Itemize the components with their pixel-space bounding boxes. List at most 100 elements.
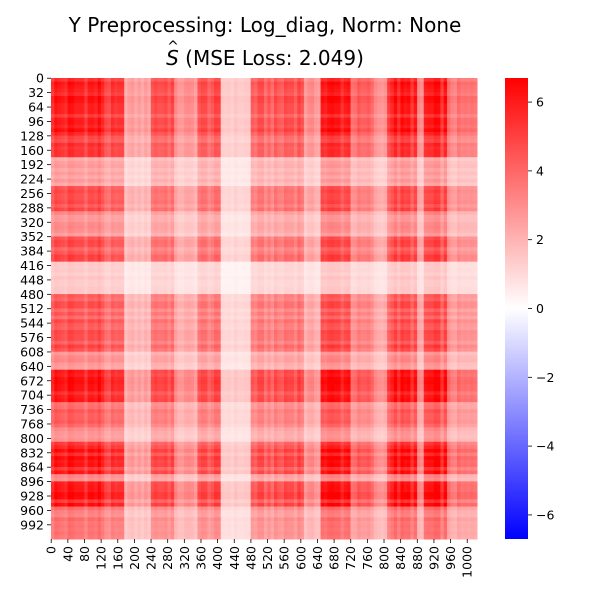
heatmap-cell xyxy=(340,204,345,209)
heatmap-cell xyxy=(234,160,238,165)
heatmap-cell xyxy=(137,85,142,90)
heatmap-cell xyxy=(214,117,218,122)
heatmap-cell xyxy=(403,157,408,162)
heatmap-cell xyxy=(214,200,218,205)
heatmap-cell xyxy=(330,88,335,93)
heatmap-cell xyxy=(64,189,69,194)
heatmap-cell xyxy=(94,103,99,108)
heatmap-cell xyxy=(303,110,308,115)
heatmap-cell xyxy=(57,204,62,209)
heatmap-cell xyxy=(177,110,182,115)
heatmap-cell xyxy=(84,214,89,219)
heatmap-cell xyxy=(97,139,102,144)
heatmap-cell xyxy=(234,103,238,108)
heatmap-cell xyxy=(407,178,411,183)
heatmap-cell xyxy=(417,110,421,115)
heatmap-cell xyxy=(74,96,79,101)
heatmap-cell xyxy=(257,200,262,205)
heatmap-cell xyxy=(420,99,425,104)
chart-title: Y Preprocessing: Log_diag, Norm: None xyxy=(68,13,462,37)
heatmap-cell xyxy=(327,157,332,162)
heatmap-cell xyxy=(327,146,332,151)
heatmap-cell xyxy=(194,175,198,180)
heatmap-cell xyxy=(177,178,182,183)
heatmap-cell xyxy=(343,139,348,144)
heatmap-cell xyxy=(174,103,178,108)
heatmap-cell xyxy=(407,124,411,129)
heatmap-cell xyxy=(293,106,298,111)
heatmap-cell xyxy=(360,128,365,133)
heatmap-cell xyxy=(60,164,65,169)
heatmap-cell xyxy=(190,88,195,93)
heatmap-cell xyxy=(117,135,122,140)
heatmap-cell xyxy=(237,78,242,83)
heatmap-cell xyxy=(177,193,182,198)
heatmap-cell xyxy=(390,146,395,151)
heatmap-cell xyxy=(377,78,381,83)
heatmap-cell xyxy=(210,96,215,101)
heatmap-cell xyxy=(440,139,445,144)
heatmap-cell xyxy=(117,175,122,180)
heatmap-cell xyxy=(220,200,225,205)
heatmap-cell xyxy=(460,168,465,173)
heatmap-cell xyxy=(417,168,421,173)
heatmap-cell xyxy=(210,214,215,219)
heatmap-cell xyxy=(397,200,401,205)
heatmap-cell xyxy=(174,160,178,165)
heatmap-cell xyxy=(174,196,178,201)
heatmap-cell xyxy=(80,114,85,119)
heatmap-cell xyxy=(167,153,172,158)
heatmap-cell xyxy=(360,114,365,119)
heatmap-cell xyxy=(254,175,258,180)
heatmap-cell xyxy=(430,211,435,216)
heatmap-cell xyxy=(370,150,375,155)
heatmap-cell xyxy=(90,200,95,205)
heatmap-cell xyxy=(460,186,465,191)
heatmap-cell xyxy=(120,171,125,176)
heatmap-cell xyxy=(400,160,405,165)
heatmap-cell xyxy=(184,200,188,205)
heatmap-cell xyxy=(240,175,245,180)
heatmap-cell xyxy=(317,150,322,155)
heatmap-cell xyxy=(373,99,378,104)
heatmap-cell xyxy=(417,103,421,108)
heatmap-cell xyxy=(260,153,265,158)
heatmap-cell xyxy=(463,157,468,162)
heatmap-cell xyxy=(473,85,478,90)
heatmap-cell xyxy=(270,150,275,155)
heatmap-cell xyxy=(387,135,391,140)
heatmap-cell xyxy=(90,207,95,212)
heatmap-cell xyxy=(460,114,465,119)
heatmap-cell xyxy=(134,157,139,162)
heatmap-cell xyxy=(264,146,268,151)
heatmap-cell xyxy=(80,92,85,97)
heatmap-cell xyxy=(337,139,342,144)
heatmap-cell xyxy=(127,157,132,162)
heatmap-cell xyxy=(97,211,102,216)
heatmap-cell xyxy=(54,175,59,180)
heatmap-cell xyxy=(390,96,395,101)
heatmap-cell xyxy=(433,78,438,83)
heatmap-cell xyxy=(107,168,112,173)
heatmap-cell xyxy=(393,85,398,90)
heatmap-cell xyxy=(80,78,85,83)
heatmap-cell xyxy=(357,214,362,219)
heatmap-cell xyxy=(154,135,158,140)
heatmap-cell xyxy=(240,200,245,205)
heatmap-cell xyxy=(70,142,75,147)
heatmap-cell xyxy=(94,139,99,144)
heatmap-cell xyxy=(327,186,332,191)
heatmap-cell xyxy=(120,168,125,173)
heatmap-cell xyxy=(194,207,198,212)
heatmap-cell xyxy=(370,160,375,165)
heatmap-cell xyxy=(377,88,381,93)
heatmap-cell xyxy=(440,175,445,180)
heatmap-cell xyxy=(97,78,102,83)
heatmap-cell xyxy=(207,110,212,115)
heatmap-cell xyxy=(430,110,435,115)
heatmap-cell xyxy=(204,96,208,101)
heatmap-cell xyxy=(430,132,435,137)
heatmap-cell xyxy=(147,175,152,180)
heatmap-cell xyxy=(457,182,461,187)
heatmap-cell xyxy=(320,78,325,83)
